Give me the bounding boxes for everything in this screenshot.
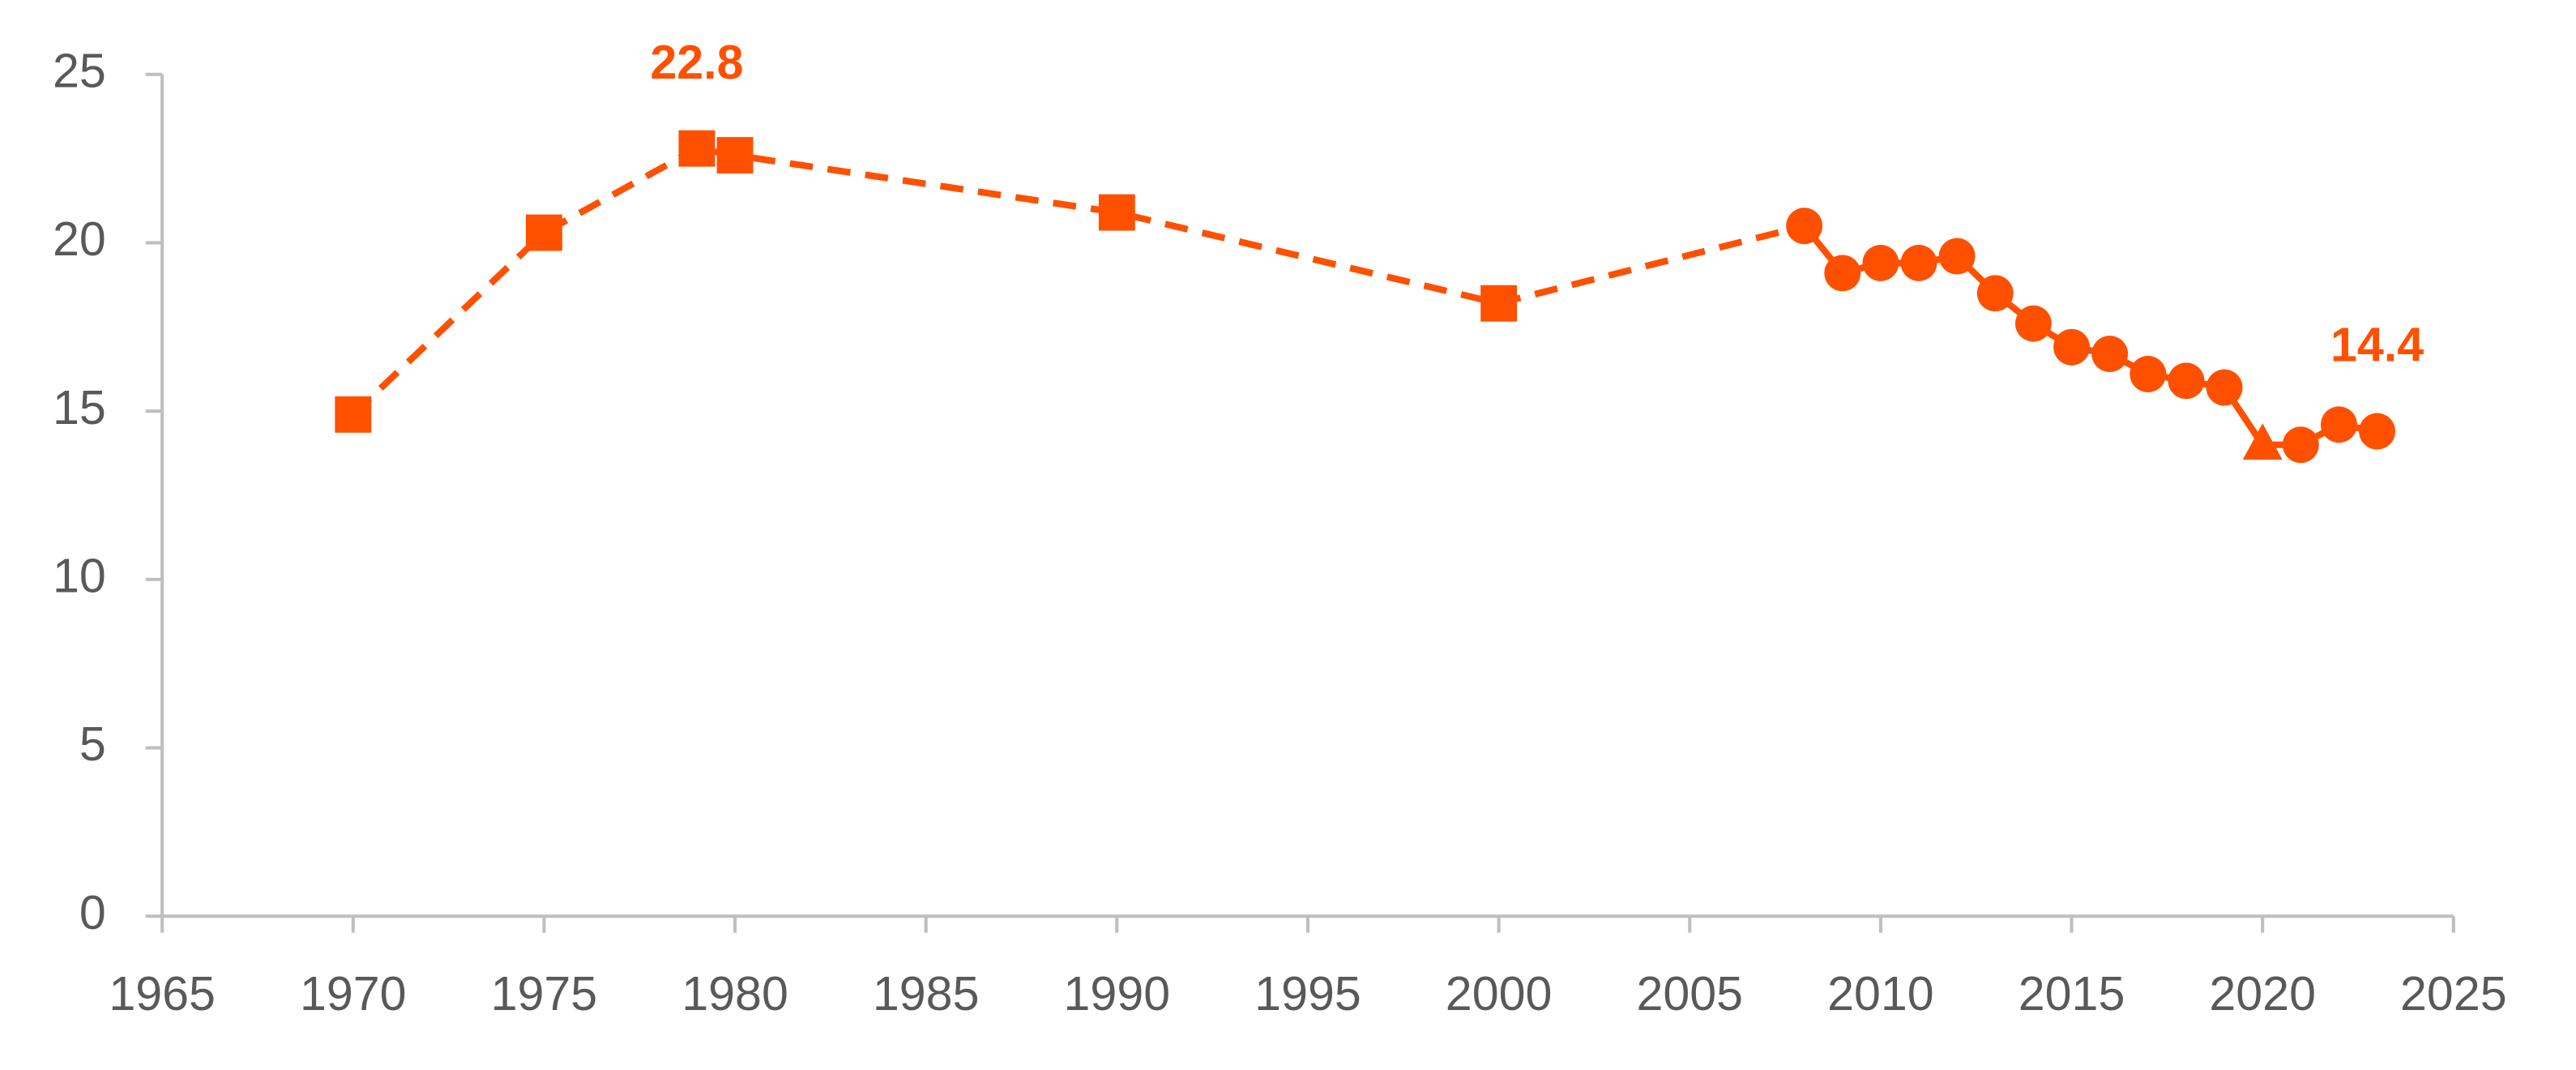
- x-tick-label: 1985: [873, 966, 980, 1021]
- marker: [2130, 356, 2167, 392]
- marker: [1976, 275, 2014, 312]
- marker: [2359, 413, 2396, 450]
- x-tick-label: 1970: [300, 966, 407, 1021]
- data-label: 22.8: [650, 35, 743, 89]
- y-tick-label: 15: [53, 380, 106, 434]
- marker: [2014, 305, 2052, 342]
- marker: [678, 130, 716, 167]
- line-segment: [350, 144, 1805, 417]
- x-tick-label: 1965: [109, 966, 216, 1021]
- marker: [1862, 244, 1899, 281]
- y-tick-label: 0: [79, 885, 106, 939]
- y-tick-label: 25: [53, 43, 106, 97]
- marker: [525, 214, 562, 251]
- x-tick-label: 2010: [1827, 966, 1934, 1021]
- marker: [2053, 328, 2090, 366]
- data-label: 14.4: [2330, 318, 2424, 372]
- marker: [1900, 244, 1937, 281]
- marker: [2242, 423, 2283, 460]
- x-tick-label: 2020: [2209, 966, 2316, 1021]
- marker: [1098, 194, 1135, 231]
- marker: [2321, 406, 2357, 443]
- x-tick-label: 2015: [2019, 966, 2125, 1021]
- marker: [2168, 362, 2205, 400]
- x-tick-label: 2005: [1636, 966, 1743, 1021]
- x-tick-label: 1990: [1064, 966, 1171, 1021]
- y-tick-label: 10: [53, 549, 106, 603]
- marker: [1938, 238, 1976, 275]
- marker: [1786, 208, 1823, 245]
- marker: [335, 396, 372, 433]
- marker: [1824, 255, 1861, 292]
- x-tick-label: 2000: [1446, 966, 1553, 1021]
- marker: [2282, 426, 2319, 464]
- marker: [1480, 285, 1518, 322]
- marker: [2091, 336, 2129, 373]
- x-tick-label: 2025: [2400, 966, 2507, 1021]
- y-tick-label: 5: [79, 717, 106, 771]
- x-tick-label: 1980: [681, 966, 788, 1021]
- marker: [2206, 369, 2243, 406]
- x-tick-label: 1995: [1254, 966, 1361, 1021]
- x-tick-label: 1975: [491, 966, 598, 1021]
- marker: [716, 137, 754, 173]
- y-tick-label: 20: [53, 212, 106, 266]
- line-segment: [1801, 224, 2378, 448]
